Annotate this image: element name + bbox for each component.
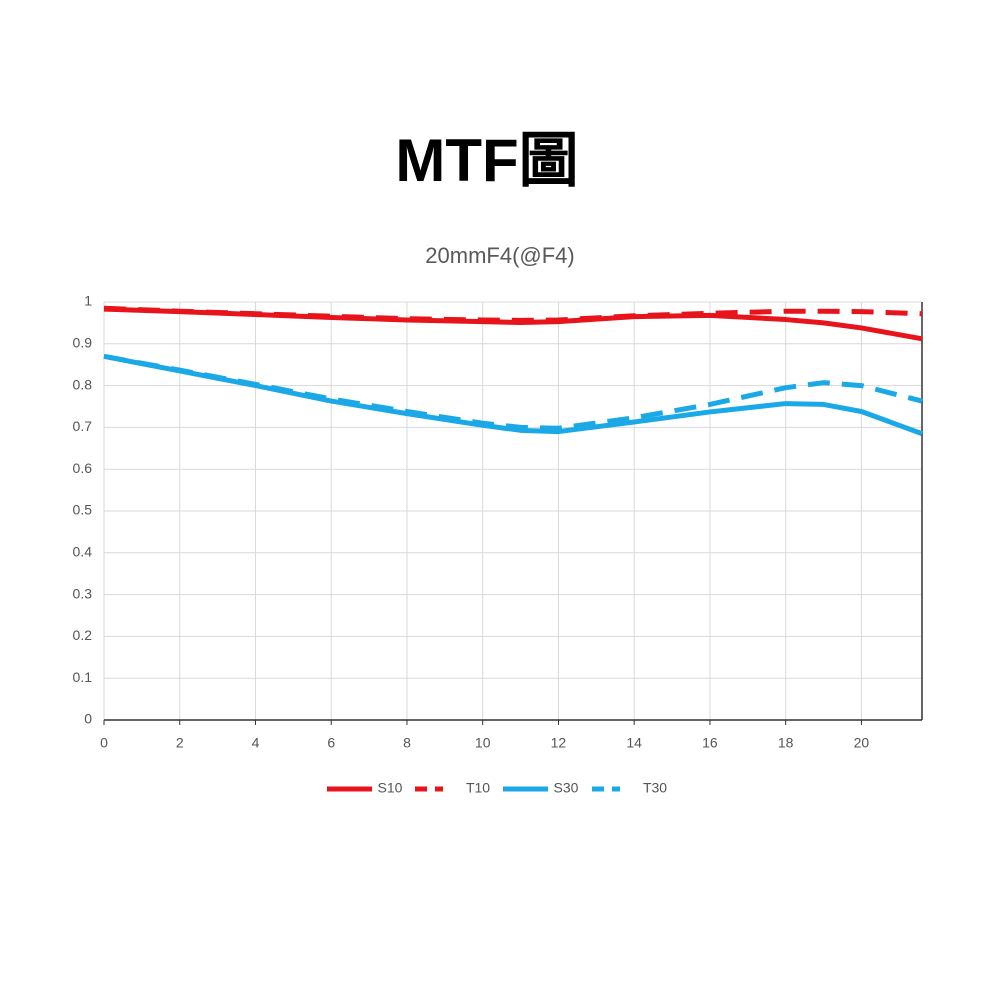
legend-label: S30 bbox=[554, 780, 579, 796]
y-tick-label: 0.9 bbox=[73, 335, 93, 351]
chart-subtitle: 20mmF4(@F4) bbox=[425, 243, 574, 268]
x-tick-label: 16 bbox=[702, 735, 718, 751]
x-tick-label: 10 bbox=[475, 735, 491, 751]
series-line bbox=[103, 306, 923, 342]
y-tick-label: 0.4 bbox=[73, 544, 93, 560]
y-tick-label: 1 bbox=[84, 293, 92, 309]
legend-label: S10 bbox=[378, 780, 403, 796]
x-tick-label: 2 bbox=[176, 735, 184, 751]
x-tick-label: 12 bbox=[551, 735, 567, 751]
x-tick-label: 20 bbox=[854, 735, 870, 751]
chart-title: MTF圖 bbox=[395, 127, 578, 194]
legend-label: T30 bbox=[643, 780, 667, 796]
x-tick-label: 18 bbox=[778, 735, 794, 751]
x-tick-label: 6 bbox=[327, 735, 335, 751]
y-tick-label: 0.3 bbox=[73, 585, 93, 601]
y-tick-label: 0.7 bbox=[73, 418, 93, 434]
y-tick-label: 0.2 bbox=[73, 627, 93, 643]
x-tick-label: 4 bbox=[252, 735, 260, 751]
x-tick-label: 8 bbox=[403, 735, 411, 751]
y-tick-label: 0 bbox=[84, 711, 92, 727]
series-line bbox=[103, 353, 923, 437]
y-tick-label: 0.8 bbox=[73, 376, 93, 392]
y-tick-label: 0.6 bbox=[73, 460, 93, 476]
series-line bbox=[103, 353, 923, 431]
y-tick-label: 0.1 bbox=[73, 669, 93, 685]
legend-label: T10 bbox=[466, 780, 490, 796]
x-tick-label: 14 bbox=[626, 735, 642, 751]
y-tick-label: 0.5 bbox=[73, 502, 93, 518]
x-tick-label: 0 bbox=[100, 735, 108, 751]
